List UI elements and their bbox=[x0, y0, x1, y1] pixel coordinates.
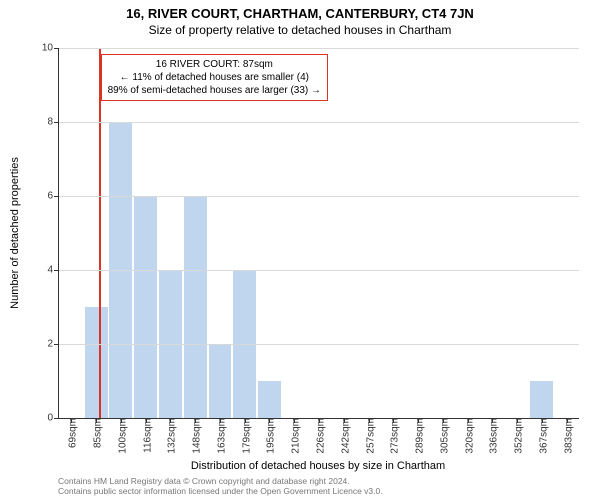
footer-line-2: Contains public sector information licen… bbox=[58, 486, 383, 496]
x-tick-label: 85sqm bbox=[89, 418, 104, 448]
annotation-line: 89% of semi-detached houses are larger (… bbox=[108, 84, 321, 97]
bar bbox=[184, 196, 207, 418]
x-tick-label: 226sqm bbox=[312, 418, 327, 454]
x-tick-label: 210sqm bbox=[287, 418, 302, 454]
y-tick-mark bbox=[54, 48, 59, 49]
annotation-line: 16 RIVER COURT: 87sqm bbox=[108, 58, 321, 71]
x-tick-label: 273sqm bbox=[386, 418, 401, 454]
property-marker-line bbox=[99, 48, 101, 418]
footer-text: Contains HM Land Registry data © Crown c… bbox=[58, 476, 383, 496]
chart-container: 16, RIVER COURT, CHARTHAM, CANTERBURY, C… bbox=[0, 0, 600, 500]
y-tick-mark bbox=[54, 196, 59, 197]
plot-area: 024681069sqm85sqm100sqm116sqm132sqm148sq… bbox=[58, 48, 579, 419]
x-tick-label: 179sqm bbox=[237, 418, 252, 454]
x-tick-label: 352sqm bbox=[510, 418, 525, 454]
annotation-box: 16 RIVER COURT: 87sqm← 11% of detached h… bbox=[101, 54, 328, 101]
bar bbox=[134, 196, 157, 418]
x-tick-label: 305sqm bbox=[435, 418, 450, 454]
bar bbox=[209, 344, 232, 418]
bars-layer bbox=[59, 48, 579, 418]
x-tick-label: 289sqm bbox=[411, 418, 426, 454]
y-tick-mark bbox=[54, 270, 59, 271]
x-tick-label: 320sqm bbox=[460, 418, 475, 454]
x-tick-label: 195sqm bbox=[262, 418, 277, 454]
x-tick-label: 69sqm bbox=[64, 418, 79, 448]
x-tick-label: 132sqm bbox=[163, 418, 178, 454]
chart-subtitle: Size of property relative to detached ho… bbox=[0, 21, 600, 37]
bar bbox=[530, 381, 553, 418]
y-tick-mark bbox=[54, 122, 59, 123]
y-axis-label: Number of detached properties bbox=[9, 157, 21, 309]
bar bbox=[258, 381, 281, 418]
x-tick-label: 383sqm bbox=[559, 418, 574, 454]
y-axis-label-wrap: Number of detached properties bbox=[8, 48, 22, 418]
y-tick-mark bbox=[54, 344, 59, 345]
x-tick-label: 242sqm bbox=[336, 418, 351, 454]
annotation-line: ← 11% of detached houses are smaller (4) bbox=[108, 71, 321, 84]
x-tick-label: 367sqm bbox=[534, 418, 549, 454]
x-tick-label: 116sqm bbox=[138, 418, 153, 453]
x-tick-label: 100sqm bbox=[113, 418, 128, 454]
footer-line-1: Contains HM Land Registry data © Crown c… bbox=[58, 476, 383, 486]
y-tick-mark bbox=[54, 418, 59, 419]
gridline bbox=[59, 270, 579, 271]
x-tick-label: 163sqm bbox=[212, 418, 227, 454]
x-axis-label: Distribution of detached houses by size … bbox=[58, 460, 578, 472]
x-tick-label: 148sqm bbox=[188, 418, 203, 454]
gridline bbox=[59, 48, 579, 49]
gridline bbox=[59, 344, 579, 345]
x-tick-label: 336sqm bbox=[485, 418, 500, 454]
gridline bbox=[59, 122, 579, 123]
bar bbox=[85, 307, 108, 418]
chart-title: 16, RIVER COURT, CHARTHAM, CANTERBURY, C… bbox=[0, 0, 600, 21]
x-tick-label: 257sqm bbox=[361, 418, 376, 454]
gridline bbox=[59, 196, 579, 197]
